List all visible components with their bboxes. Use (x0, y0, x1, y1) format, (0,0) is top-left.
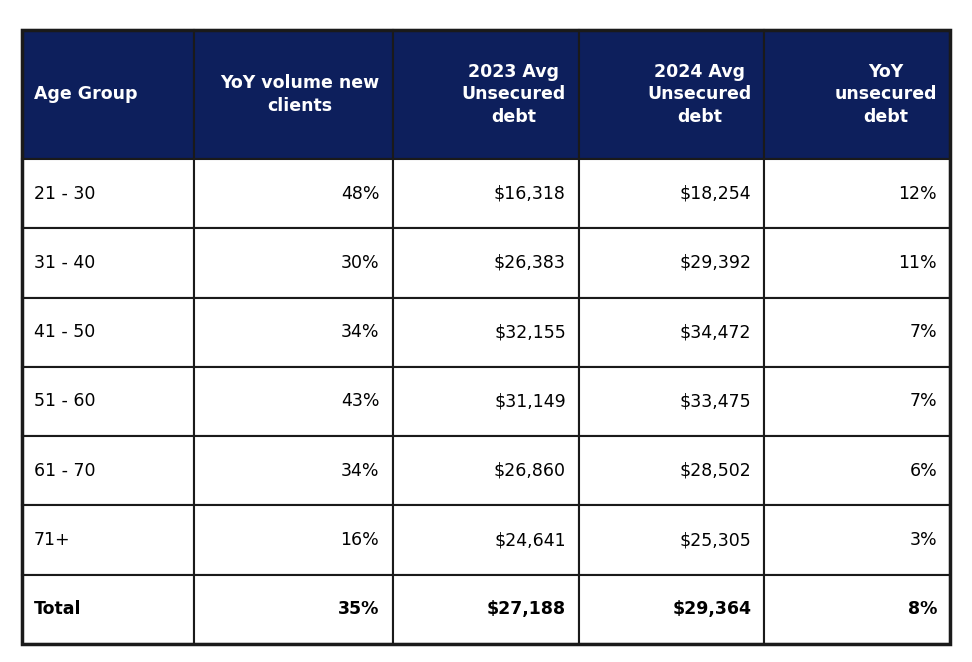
Bar (764, 575, 950, 644)
Text: 8%: 8% (908, 600, 937, 618)
Text: YoY volume new
clients: YoY volume new clients (220, 74, 379, 115)
Text: $26,383: $26,383 (494, 254, 566, 272)
Text: 16%: 16% (340, 531, 379, 549)
Text: $26,860: $26,860 (494, 462, 566, 480)
Bar (193, 159, 394, 228)
Text: 48%: 48% (341, 185, 379, 203)
Text: 61 - 70: 61 - 70 (34, 462, 95, 480)
Text: $29,364: $29,364 (673, 600, 751, 618)
Bar (193, 30, 394, 159)
Bar (764, 30, 950, 159)
Bar (578, 228, 764, 297)
Bar (394, 228, 578, 297)
Bar (22, 228, 193, 297)
Text: 43%: 43% (341, 393, 379, 410)
Bar (394, 367, 578, 436)
Bar (193, 505, 394, 575)
Bar (578, 436, 764, 505)
Text: 31 - 40: 31 - 40 (34, 254, 95, 272)
Text: $27,188: $27,188 (487, 600, 566, 618)
Text: $31,149: $31,149 (494, 393, 566, 410)
Bar (578, 367, 764, 436)
Bar (193, 575, 394, 644)
Text: $25,305: $25,305 (679, 531, 751, 549)
Bar (578, 297, 764, 367)
Bar (394, 159, 578, 228)
Text: 30%: 30% (340, 254, 379, 272)
Text: 51 - 60: 51 - 60 (34, 393, 95, 410)
Text: 2024 Avg
Unsecured
debt: 2024 Avg Unsecured debt (647, 63, 751, 126)
Text: 41 - 50: 41 - 50 (34, 323, 95, 341)
Bar (764, 159, 950, 228)
Bar (764, 228, 950, 297)
Bar (193, 436, 394, 505)
Text: Total: Total (34, 600, 82, 618)
Text: 7%: 7% (910, 323, 937, 341)
Bar (578, 30, 764, 159)
Text: 7%: 7% (910, 393, 937, 410)
Text: 35%: 35% (338, 600, 379, 618)
Bar (394, 436, 578, 505)
Bar (394, 297, 578, 367)
Bar (764, 297, 950, 367)
Text: $32,155: $32,155 (494, 323, 566, 341)
Text: $28,502: $28,502 (679, 462, 751, 480)
Text: YoY
unsecured
debt: YoY unsecured debt (835, 63, 937, 126)
Text: 3%: 3% (910, 531, 937, 549)
Bar (22, 367, 193, 436)
Text: Age Group: Age Group (34, 85, 137, 103)
Text: 6%: 6% (909, 462, 937, 480)
Bar (193, 297, 394, 367)
Bar (22, 297, 193, 367)
Bar (394, 30, 578, 159)
Bar (22, 436, 193, 505)
Bar (578, 575, 764, 644)
Text: $24,641: $24,641 (494, 531, 566, 549)
Bar (764, 505, 950, 575)
Bar (193, 367, 394, 436)
Bar (578, 505, 764, 575)
Text: 12%: 12% (898, 185, 937, 203)
Text: 2023 Avg
Unsecured
debt: 2023 Avg Unsecured debt (462, 63, 566, 126)
Bar (193, 228, 394, 297)
Bar (22, 505, 193, 575)
Bar (764, 367, 950, 436)
Text: 34%: 34% (341, 323, 379, 341)
Bar (22, 159, 193, 228)
Text: $16,318: $16,318 (494, 185, 566, 203)
Text: 11%: 11% (898, 254, 937, 272)
Text: 71+: 71+ (34, 531, 71, 549)
Text: $33,475: $33,475 (679, 393, 751, 410)
Bar (22, 30, 193, 159)
Text: $34,472: $34,472 (679, 323, 751, 341)
Text: $29,392: $29,392 (679, 254, 751, 272)
Bar (22, 575, 193, 644)
Bar (394, 505, 578, 575)
Text: $18,254: $18,254 (679, 185, 751, 203)
Bar (394, 575, 578, 644)
Bar (578, 159, 764, 228)
Bar (764, 436, 950, 505)
Text: 21 - 30: 21 - 30 (34, 185, 95, 203)
Text: 34%: 34% (341, 462, 379, 480)
